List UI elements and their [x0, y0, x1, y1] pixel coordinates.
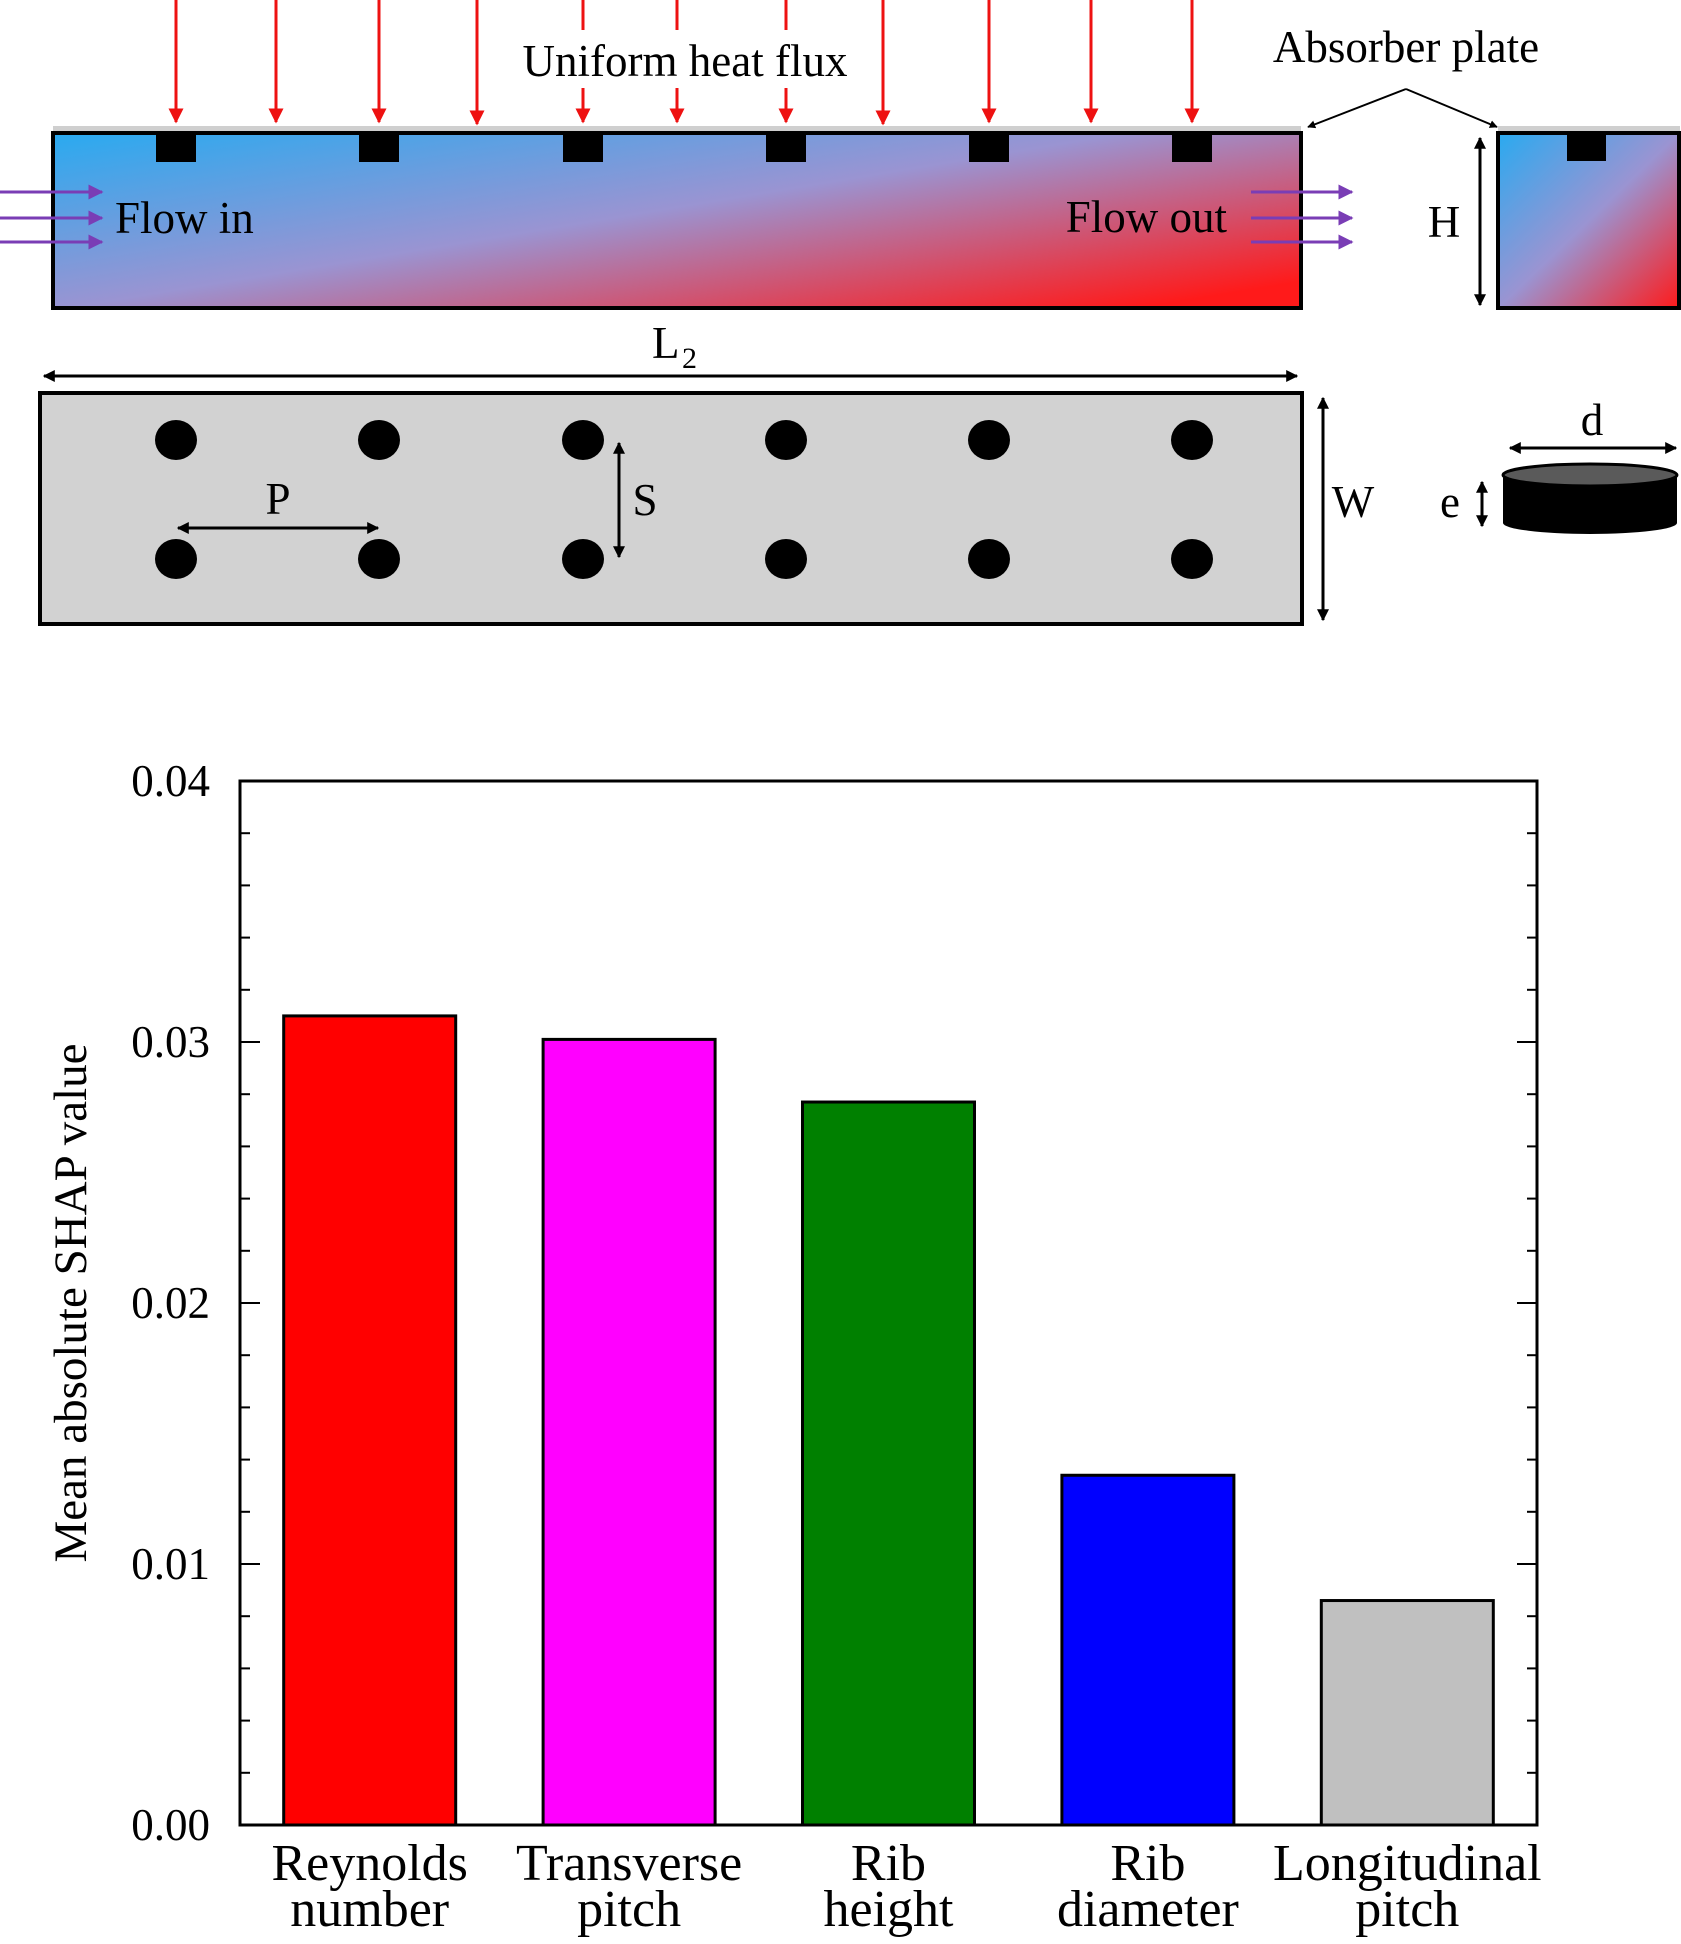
channel-side: [51, 131, 1303, 310]
plate-top-view: [38, 391, 1304, 626]
dimension-S: S: [613, 441, 658, 559]
svg-text:L: L: [652, 318, 680, 368]
dimension-H: H: [1428, 136, 1486, 307]
rib-top-row1-5: [968, 420, 1010, 460]
rib-top-row2-3: [562, 539, 604, 579]
flow-out-arrows: [1251, 184, 1354, 250]
y-axis-ticks: 0.00 0.01 0.02 0.03 0.04: [131, 756, 1537, 1850]
svg-text:d: d: [1581, 395, 1604, 445]
x-tick-label-1: Reynolds number: [271, 1835, 467, 1938]
shap-bar-chart: 0.00 0.01 0.02 0.03 0.04 Reynolds number Trans…: [45, 756, 1542, 1938]
rib-side-2: [359, 134, 399, 162]
heat-flux-label: Uniform heat flux: [523, 36, 848, 86]
y-tick-label-1: 0.01: [131, 1539, 210, 1589]
svg-text:2: 2: [682, 342, 697, 375]
y-tick-label-3: 0.03: [131, 1017, 210, 1067]
rib-top-row1-1: [155, 420, 197, 460]
svg-text:S: S: [632, 475, 657, 525]
schematic-side-view: Uniform heat flux Flow in Flow out: [0, 0, 1354, 310]
bar-1: [282, 1014, 458, 1827]
x-tick-label-2: Transverse pitch: [516, 1835, 742, 1938]
bar-5: [1319, 1599, 1495, 1827]
flow-out-label: Flow out: [1066, 192, 1228, 242]
rib-top-row2-2: [358, 539, 400, 579]
y-tick-label-0: 0.00: [131, 1800, 210, 1850]
rib-cylinder-detail: d e: [1440, 395, 1679, 534]
svg-text:P: P: [265, 474, 290, 524]
bar-2: [541, 1037, 717, 1827]
svg-text:e: e: [1440, 477, 1460, 527]
y-tick-label-4: 0.04: [131, 756, 210, 806]
flow-in-label: Flow in: [115, 193, 254, 243]
rib-side-3: [563, 134, 603, 162]
rib-top-row2-6: [1171, 539, 1213, 579]
y-axis-label: Mean absolute SHAP value: [45, 1043, 97, 1562]
ribs-top-view: [155, 420, 1213, 579]
rib-top-row2-4: [765, 539, 807, 579]
rib-top-row1-4: [765, 420, 807, 460]
rib-cross-section: [1567, 134, 1606, 161]
heat-flux-arrows: [168, 0, 1200, 126]
absorber-plate-label: Absorber plate: [1273, 22, 1539, 72]
absorber-plate-callout: Absorber plate: [1273, 22, 1539, 129]
rib-top-row1-6: [1171, 420, 1213, 460]
x-axis-labels: Reynolds number Transverse pitch Rib height Ri…: [271, 1835, 1541, 1938]
rib-top-row2-1: [155, 539, 197, 579]
schematic-top-view: P S: [38, 391, 1304, 626]
rib-side-4: [766, 134, 806, 162]
rib-side-1: [156, 134, 196, 162]
x-tick-label-4: Rib diameter: [1057, 1835, 1239, 1938]
rib-side-6: [1172, 134, 1212, 162]
dimension-W: W: [1317, 396, 1375, 622]
bar-4: [1060, 1473, 1236, 1827]
bars: [282, 1014, 1495, 1827]
dimension-L2: L 2: [42, 318, 1299, 382]
schematic-cross-section: [1496, 126, 1681, 310]
dimension-P: P: [176, 474, 380, 534]
x-tick-label-5: Longitudinal pitch: [1273, 1835, 1542, 1938]
channel-cross-section: [1496, 131, 1681, 310]
x-tick-label-3: Rib height: [824, 1835, 955, 1938]
rib-top-row1-3: [562, 420, 604, 460]
svg-text:H: H: [1428, 197, 1461, 247]
flow-in-arrows: [0, 184, 104, 250]
rib-top-row2-5: [968, 539, 1010, 579]
ribs-side: [156, 134, 1212, 162]
y-tick-label-2: 0.02: [131, 1278, 210, 1328]
bar-3: [801, 1100, 976, 1827]
svg-text:W: W: [1332, 477, 1375, 527]
rib-side-5: [969, 134, 1009, 162]
rib-top-row1-2: [358, 420, 400, 460]
absorber-plate-side: [53, 126, 1301, 133]
